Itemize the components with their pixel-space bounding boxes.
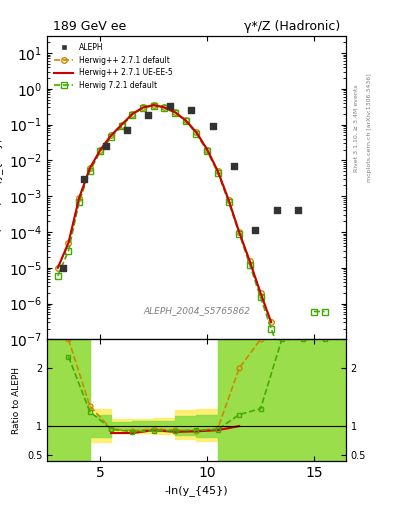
ALEPH <box>103 142 109 150</box>
Herwig 7.2.1 default <box>215 169 220 176</box>
Herwig 7.2.1 default <box>205 148 209 154</box>
Herwig++ 2.7.1 UE-EE-5 <box>109 132 114 138</box>
Text: Rivet 3.1.10, ≥ 3.4M events: Rivet 3.1.10, ≥ 3.4M events <box>354 84 359 172</box>
Herwig 7.2.1 default <box>130 112 135 118</box>
Herwig++ 2.7.1 UE-EE-5 <box>77 195 81 201</box>
Herwig++ 2.7.1 default <box>269 319 274 325</box>
Herwig++ 2.7.1 default <box>215 168 220 174</box>
ALEPH <box>252 226 258 234</box>
Herwig++ 2.7.1 UE-EE-5 <box>269 319 274 325</box>
Herwig 7.2.1 default <box>77 199 81 205</box>
Herwig++ 2.7.1 default <box>248 259 252 265</box>
Herwig 7.2.1 default <box>88 168 92 174</box>
Y-axis label: 1/σ dσ/dln(y_{45}): 1/σ dσ/dln(y_{45}) <box>0 138 3 237</box>
Herwig++ 2.7.1 default <box>119 121 124 127</box>
Herwig++ 2.7.1 UE-EE-5 <box>119 121 124 127</box>
Herwig 7.2.1 default <box>55 273 60 279</box>
ALEPH <box>209 122 216 130</box>
Herwig++ 2.7.1 default <box>205 146 209 153</box>
Text: γ*/Z (Hadronic): γ*/Z (Hadronic) <box>244 20 340 33</box>
Herwig++ 2.7.1 UE-EE-5 <box>237 229 242 235</box>
Herwig++ 2.7.1 UE-EE-5 <box>55 265 60 271</box>
Herwig 7.2.1 default <box>237 230 242 237</box>
Herwig++ 2.7.1 default <box>151 102 156 108</box>
Herwig++ 2.7.1 default <box>237 229 242 235</box>
Herwig++ 2.7.1 UE-EE-5 <box>66 240 71 246</box>
Line: Herwig++ 2.7.1 default: Herwig++ 2.7.1 default <box>55 102 274 325</box>
Herwig++ 2.7.1 default <box>98 146 103 153</box>
Herwig++ 2.7.1 default <box>173 109 178 115</box>
Herwig++ 2.7.1 UE-EE-5 <box>226 197 231 203</box>
ALEPH <box>124 126 130 134</box>
Herwig 7.2.1 default <box>226 199 231 205</box>
Herwig 7.2.1 default <box>66 248 71 254</box>
Herwig++ 2.7.1 default <box>109 132 114 138</box>
Herwig++ 2.7.1 default <box>258 290 263 296</box>
Herwig++ 2.7.1 UE-EE-5 <box>162 104 167 111</box>
Herwig 7.2.1 default <box>184 118 188 124</box>
Herwig++ 2.7.1 default <box>162 104 167 111</box>
ALEPH <box>145 111 152 119</box>
Text: mcplots.cern.ch [arXiv:1306.3436]: mcplots.cern.ch [arXiv:1306.3436] <box>367 74 373 182</box>
Herwig 7.2.1 default <box>119 123 124 129</box>
ALEPH <box>188 105 194 114</box>
ALEPH <box>274 206 280 215</box>
Herwig++ 2.7.1 UE-EE-5 <box>151 102 156 108</box>
Herwig++ 2.7.1 default <box>130 111 135 117</box>
Herwig 7.2.1 default <box>98 148 103 154</box>
Herwig 7.2.1 default <box>312 308 316 314</box>
Herwig 7.2.1 default <box>258 294 263 301</box>
Herwig++ 2.7.1 default <box>88 165 92 172</box>
Herwig++ 2.7.1 UE-EE-5 <box>205 146 209 153</box>
Herwig++ 2.7.1 UE-EE-5 <box>184 117 188 123</box>
Herwig++ 2.7.1 UE-EE-5 <box>130 111 135 117</box>
Herwig++ 2.7.1 UE-EE-5 <box>248 259 252 265</box>
Herwig 7.2.1 default <box>248 262 252 268</box>
Line: Herwig++ 2.7.1 UE-EE-5: Herwig++ 2.7.1 UE-EE-5 <box>58 105 271 322</box>
Herwig++ 2.7.1 default <box>226 197 231 203</box>
Herwig++ 2.7.1 UE-EE-5 <box>258 290 263 296</box>
Herwig 7.2.1 default <box>194 131 199 137</box>
Herwig 7.2.1 default <box>151 102 156 109</box>
Y-axis label: Ratio to ALEPH: Ratio to ALEPH <box>12 367 21 434</box>
Herwig++ 2.7.1 UE-EE-5 <box>98 146 103 153</box>
Herwig 7.2.1 default <box>141 105 145 111</box>
Herwig++ 2.7.1 default <box>141 104 145 111</box>
Herwig++ 2.7.1 default <box>77 195 81 201</box>
Herwig++ 2.7.1 default <box>66 240 71 246</box>
Herwig++ 2.7.1 UE-EE-5 <box>173 109 178 115</box>
ALEPH <box>295 206 301 215</box>
ALEPH <box>167 102 173 111</box>
Herwig++ 2.7.1 UE-EE-5 <box>141 104 145 111</box>
ALEPH <box>60 264 66 272</box>
Herwig++ 2.7.1 default <box>55 265 60 271</box>
Herwig 7.2.1 default <box>162 105 167 111</box>
Herwig 7.2.1 default <box>279 355 284 361</box>
Herwig++ 2.7.1 UE-EE-5 <box>215 168 220 174</box>
Herwig++ 2.7.1 UE-EE-5 <box>194 130 199 136</box>
ALEPH <box>231 162 237 170</box>
Herwig++ 2.7.1 default <box>194 130 199 136</box>
ALEPH <box>81 175 88 183</box>
Text: ALEPH_2004_S5765862: ALEPH_2004_S5765862 <box>143 306 250 315</box>
Herwig 7.2.1 default <box>269 326 274 332</box>
Herwig 7.2.1 default <box>173 110 178 116</box>
X-axis label: -ln(y_{45}): -ln(y_{45}) <box>165 485 228 496</box>
Herwig++ 2.7.1 UE-EE-5 <box>88 165 92 172</box>
Herwig 7.2.1 default <box>322 308 327 314</box>
Line: Herwig 7.2.1 default: Herwig 7.2.1 default <box>55 103 327 361</box>
Herwig++ 2.7.1 default <box>184 117 188 123</box>
Herwig 7.2.1 default <box>109 134 114 140</box>
Text: 189 GeV ee: 189 GeV ee <box>53 20 127 33</box>
Legend: ALEPH, Herwig++ 2.7.1 default, Herwig++ 2.7.1 UE-EE-5, Herwig 7.2.1 default: ALEPH, Herwig++ 2.7.1 default, Herwig++ … <box>51 39 176 93</box>
